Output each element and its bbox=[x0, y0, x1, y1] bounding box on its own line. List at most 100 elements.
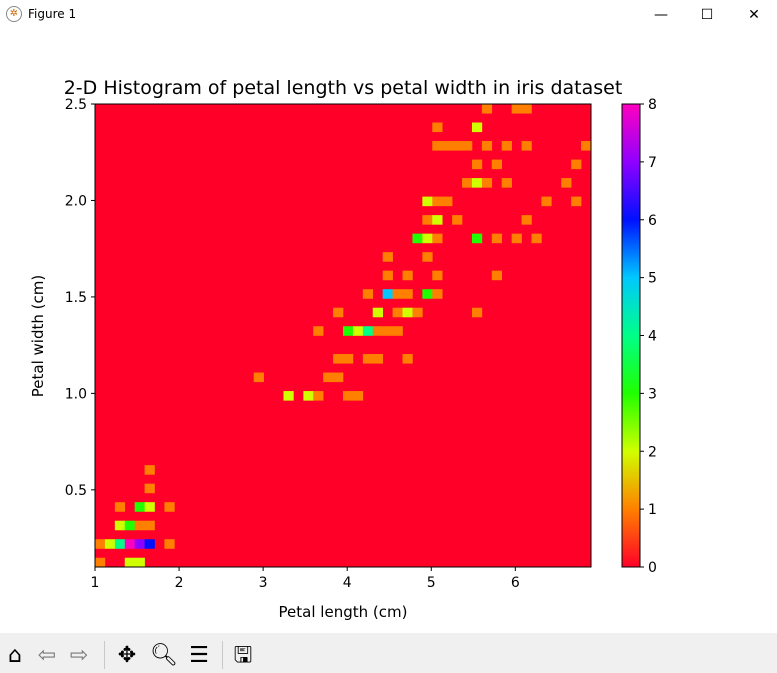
save-icon[interactable]: 🖫 bbox=[233, 643, 253, 668]
heatmap-cells bbox=[95, 104, 592, 568]
matplotlib-app-icon: ✲ bbox=[6, 6, 22, 22]
heatmap-cell bbox=[471, 122, 483, 133]
zoom-icon[interactable]: 🔍︎ bbox=[150, 643, 178, 668]
heatmap-cell bbox=[124, 520, 135, 531]
heatmap-cell bbox=[462, 141, 473, 151]
navigation-toolbar: ⌂ ⇦ ⇨ ✥ 🔍︎ ☰ 🖫 bbox=[0, 633, 777, 673]
heatmap-cell bbox=[333, 372, 344, 383]
heatmap-cell bbox=[471, 233, 483, 244]
heatmap-cell bbox=[571, 159, 582, 170]
configure-subplots-icon[interactable]: ☰ bbox=[189, 643, 209, 668]
heatmap-cell bbox=[432, 289, 443, 299]
y-tick-label: 2.0 bbox=[65, 193, 87, 209]
home-icon[interactable]: ⌂ bbox=[8, 643, 22, 668]
colorbar-tick-label: 4 bbox=[648, 329, 657, 345]
heatmap-cell bbox=[432, 196, 443, 207]
heatmap-cell bbox=[134, 539, 145, 549]
heatmap-cell bbox=[432, 215, 443, 225]
heatmap-cell bbox=[422, 252, 433, 262]
heatmap-cell bbox=[432, 270, 443, 281]
heatmap-cell bbox=[352, 326, 364, 336]
heatmap-cell bbox=[462, 178, 473, 188]
heatmap-cell bbox=[303, 391, 314, 401]
colorbar-tick-label: 2 bbox=[648, 444, 657, 460]
colorbar-tick-label: 0 bbox=[648, 560, 657, 576]
heatmap-cell bbox=[501, 178, 512, 188]
chart-title: 2-D Histogram of petal length vs petal w… bbox=[64, 77, 623, 99]
heatmap-cell bbox=[531, 233, 542, 244]
y-tick-label: 2.5 bbox=[65, 97, 87, 113]
heatmap-cell bbox=[144, 483, 155, 494]
heatmap-cell bbox=[521, 104, 532, 114]
x-tick-label: 4 bbox=[343, 575, 352, 591]
heatmap-cell bbox=[491, 159, 503, 170]
heatmap-cell bbox=[501, 141, 512, 151]
heatmap-cell bbox=[392, 307, 403, 318]
heatmap-cell bbox=[581, 141, 592, 151]
heatmap-cell bbox=[541, 196, 552, 207]
forward-arrow-icon[interactable]: ⇨ bbox=[69, 643, 89, 668]
heatmap-cell bbox=[134, 557, 145, 568]
maximize-button[interactable]: ☐ bbox=[700, 7, 714, 23]
window-title: Figure 1 bbox=[28, 7, 77, 21]
heatmap-cell bbox=[422, 289, 433, 299]
histogram-figure: 2-D Histogram of petal length vs petal w… bbox=[29, 77, 657, 621]
heatmap-cell bbox=[452, 141, 463, 151]
heatmap-cell bbox=[412, 233, 423, 244]
heatmap-cell bbox=[442, 196, 453, 207]
minimize-button[interactable]: — bbox=[654, 7, 668, 23]
heatmap-cell bbox=[432, 122, 443, 133]
colorbar-bar bbox=[621, 103, 641, 568]
back-arrow-icon[interactable]: ⇦ bbox=[37, 643, 57, 668]
heatmap-cell bbox=[571, 196, 582, 207]
close-button[interactable]: ✕ bbox=[748, 7, 760, 23]
heatmap-cell bbox=[134, 502, 145, 512]
heatmap-cell bbox=[95, 557, 106, 568]
heatmap-cell bbox=[144, 520, 155, 531]
heatmap-cell bbox=[481, 141, 493, 151]
colorbar bbox=[621, 103, 641, 568]
colorbar-tick-label: 1 bbox=[648, 502, 657, 518]
title-bar: ✲ Figure 1 — ☐ ✕ bbox=[0, 0, 777, 30]
heatmap-cell bbox=[471, 307, 483, 318]
heatmap-cell bbox=[144, 465, 155, 475]
heatmap-cell bbox=[343, 354, 354, 364]
x-tick-label: 2 bbox=[175, 575, 184, 591]
heatmap-cell bbox=[491, 270, 503, 281]
colorbar-tick-label: 7 bbox=[648, 155, 657, 171]
heatmap-cell bbox=[343, 326, 354, 336]
pan-icon[interactable]: ✥ bbox=[117, 643, 137, 668]
y-tick-label: 1.5 bbox=[65, 290, 87, 306]
heatmap-cell bbox=[333, 354, 344, 364]
heatmap-cell bbox=[124, 539, 135, 549]
heatmap-cell bbox=[283, 391, 294, 401]
heatmap-cell bbox=[412, 307, 423, 318]
heatmap-cell bbox=[333, 307, 344, 318]
heatmap-cell bbox=[313, 391, 324, 401]
x-tick-label: 6 bbox=[511, 575, 520, 591]
heatmap-cell bbox=[491, 233, 503, 244]
heatmap-cell bbox=[362, 354, 374, 364]
heatmap-cell bbox=[114, 539, 126, 549]
heatmap-cell bbox=[372, 354, 383, 364]
heatmap-cell bbox=[372, 326, 383, 336]
heatmap-cell bbox=[402, 307, 413, 318]
heatmap-cell bbox=[392, 326, 403, 336]
heatmap-cell bbox=[313, 326, 324, 336]
heatmap-cell bbox=[471, 178, 483, 188]
heatmap-cell bbox=[352, 391, 364, 401]
heatmap-cell bbox=[432, 141, 443, 151]
heatmap-cell bbox=[511, 104, 522, 114]
colorbar-tick-label: 8 bbox=[648, 97, 657, 113]
y-tick-label: 1.0 bbox=[65, 386, 87, 402]
colorbar-tick-label: 5 bbox=[648, 271, 657, 287]
heatmap-cell bbox=[104, 539, 116, 549]
heatmap-cell bbox=[253, 372, 264, 383]
heatmap-cell bbox=[452, 215, 463, 225]
heatmap-cell bbox=[481, 178, 493, 188]
heatmap-cell bbox=[511, 233, 522, 244]
x-tick-label: 3 bbox=[259, 575, 268, 591]
heatmap-cell bbox=[323, 372, 334, 383]
toolbar-divider bbox=[222, 641, 223, 669]
y-tick-label: 0.5 bbox=[65, 483, 87, 499]
